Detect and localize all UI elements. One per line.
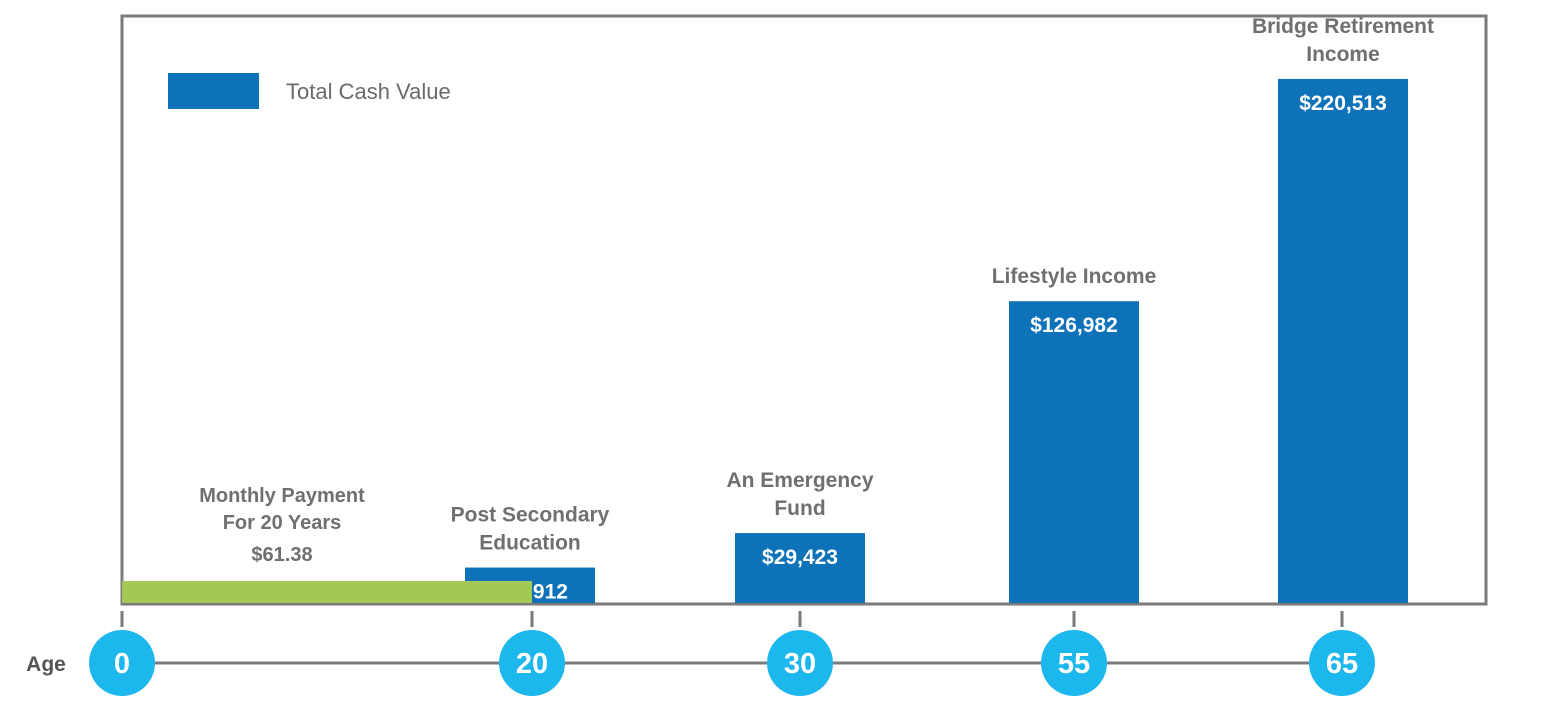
legend-swatch xyxy=(168,73,259,109)
bar-category-label: An Emergency xyxy=(726,469,873,492)
age-marker-65 xyxy=(1309,630,1375,696)
bar-age-55 xyxy=(1009,301,1139,603)
bar-value-label: $29,423 xyxy=(762,546,838,569)
age-marker-0 xyxy=(89,630,155,696)
age-marker-30 xyxy=(767,630,833,696)
bar-age-65 xyxy=(1278,78,1408,603)
age-tick-label: 55 xyxy=(1058,648,1090,680)
bar-category-label: Fund xyxy=(774,497,825,520)
age-axis-title: Age xyxy=(26,653,66,676)
age-tick-label: 20 xyxy=(516,648,548,680)
payment-label: Monthly Payment xyxy=(199,485,365,507)
chart-frame xyxy=(120,14,1488,606)
age-tick-label: 65 xyxy=(1326,648,1358,680)
bar-age-30 xyxy=(735,533,865,603)
age-axis: 0 20 30 55 65 Age xyxy=(26,611,1375,696)
age-tick-label: 0 xyxy=(114,648,130,680)
age-marker-55 xyxy=(1041,630,1107,696)
bar-category-label: Education xyxy=(479,532,581,555)
age-marker-20 xyxy=(499,630,565,696)
bar-category-label: Lifestyle Income xyxy=(992,265,1157,288)
bar-value-label: $220,513 xyxy=(1299,92,1387,115)
payment-label: For 20 Years xyxy=(223,512,342,534)
monthly-payment-bar xyxy=(122,581,532,603)
bar-category-label: Bridge Retirement xyxy=(1252,15,1434,38)
payment-amount-label: $61.38 xyxy=(251,544,312,566)
plot-area: $14,912Post SecondaryEducation$29,423An … xyxy=(122,15,1434,604)
age-tick-label: 30 xyxy=(784,648,816,680)
bar-category-label: Post Secondary xyxy=(451,504,610,527)
legend-label: Total Cash Value xyxy=(286,79,451,104)
bar-value-label: $126,982 xyxy=(1030,314,1118,337)
bar-category-label: Income xyxy=(1306,43,1380,66)
